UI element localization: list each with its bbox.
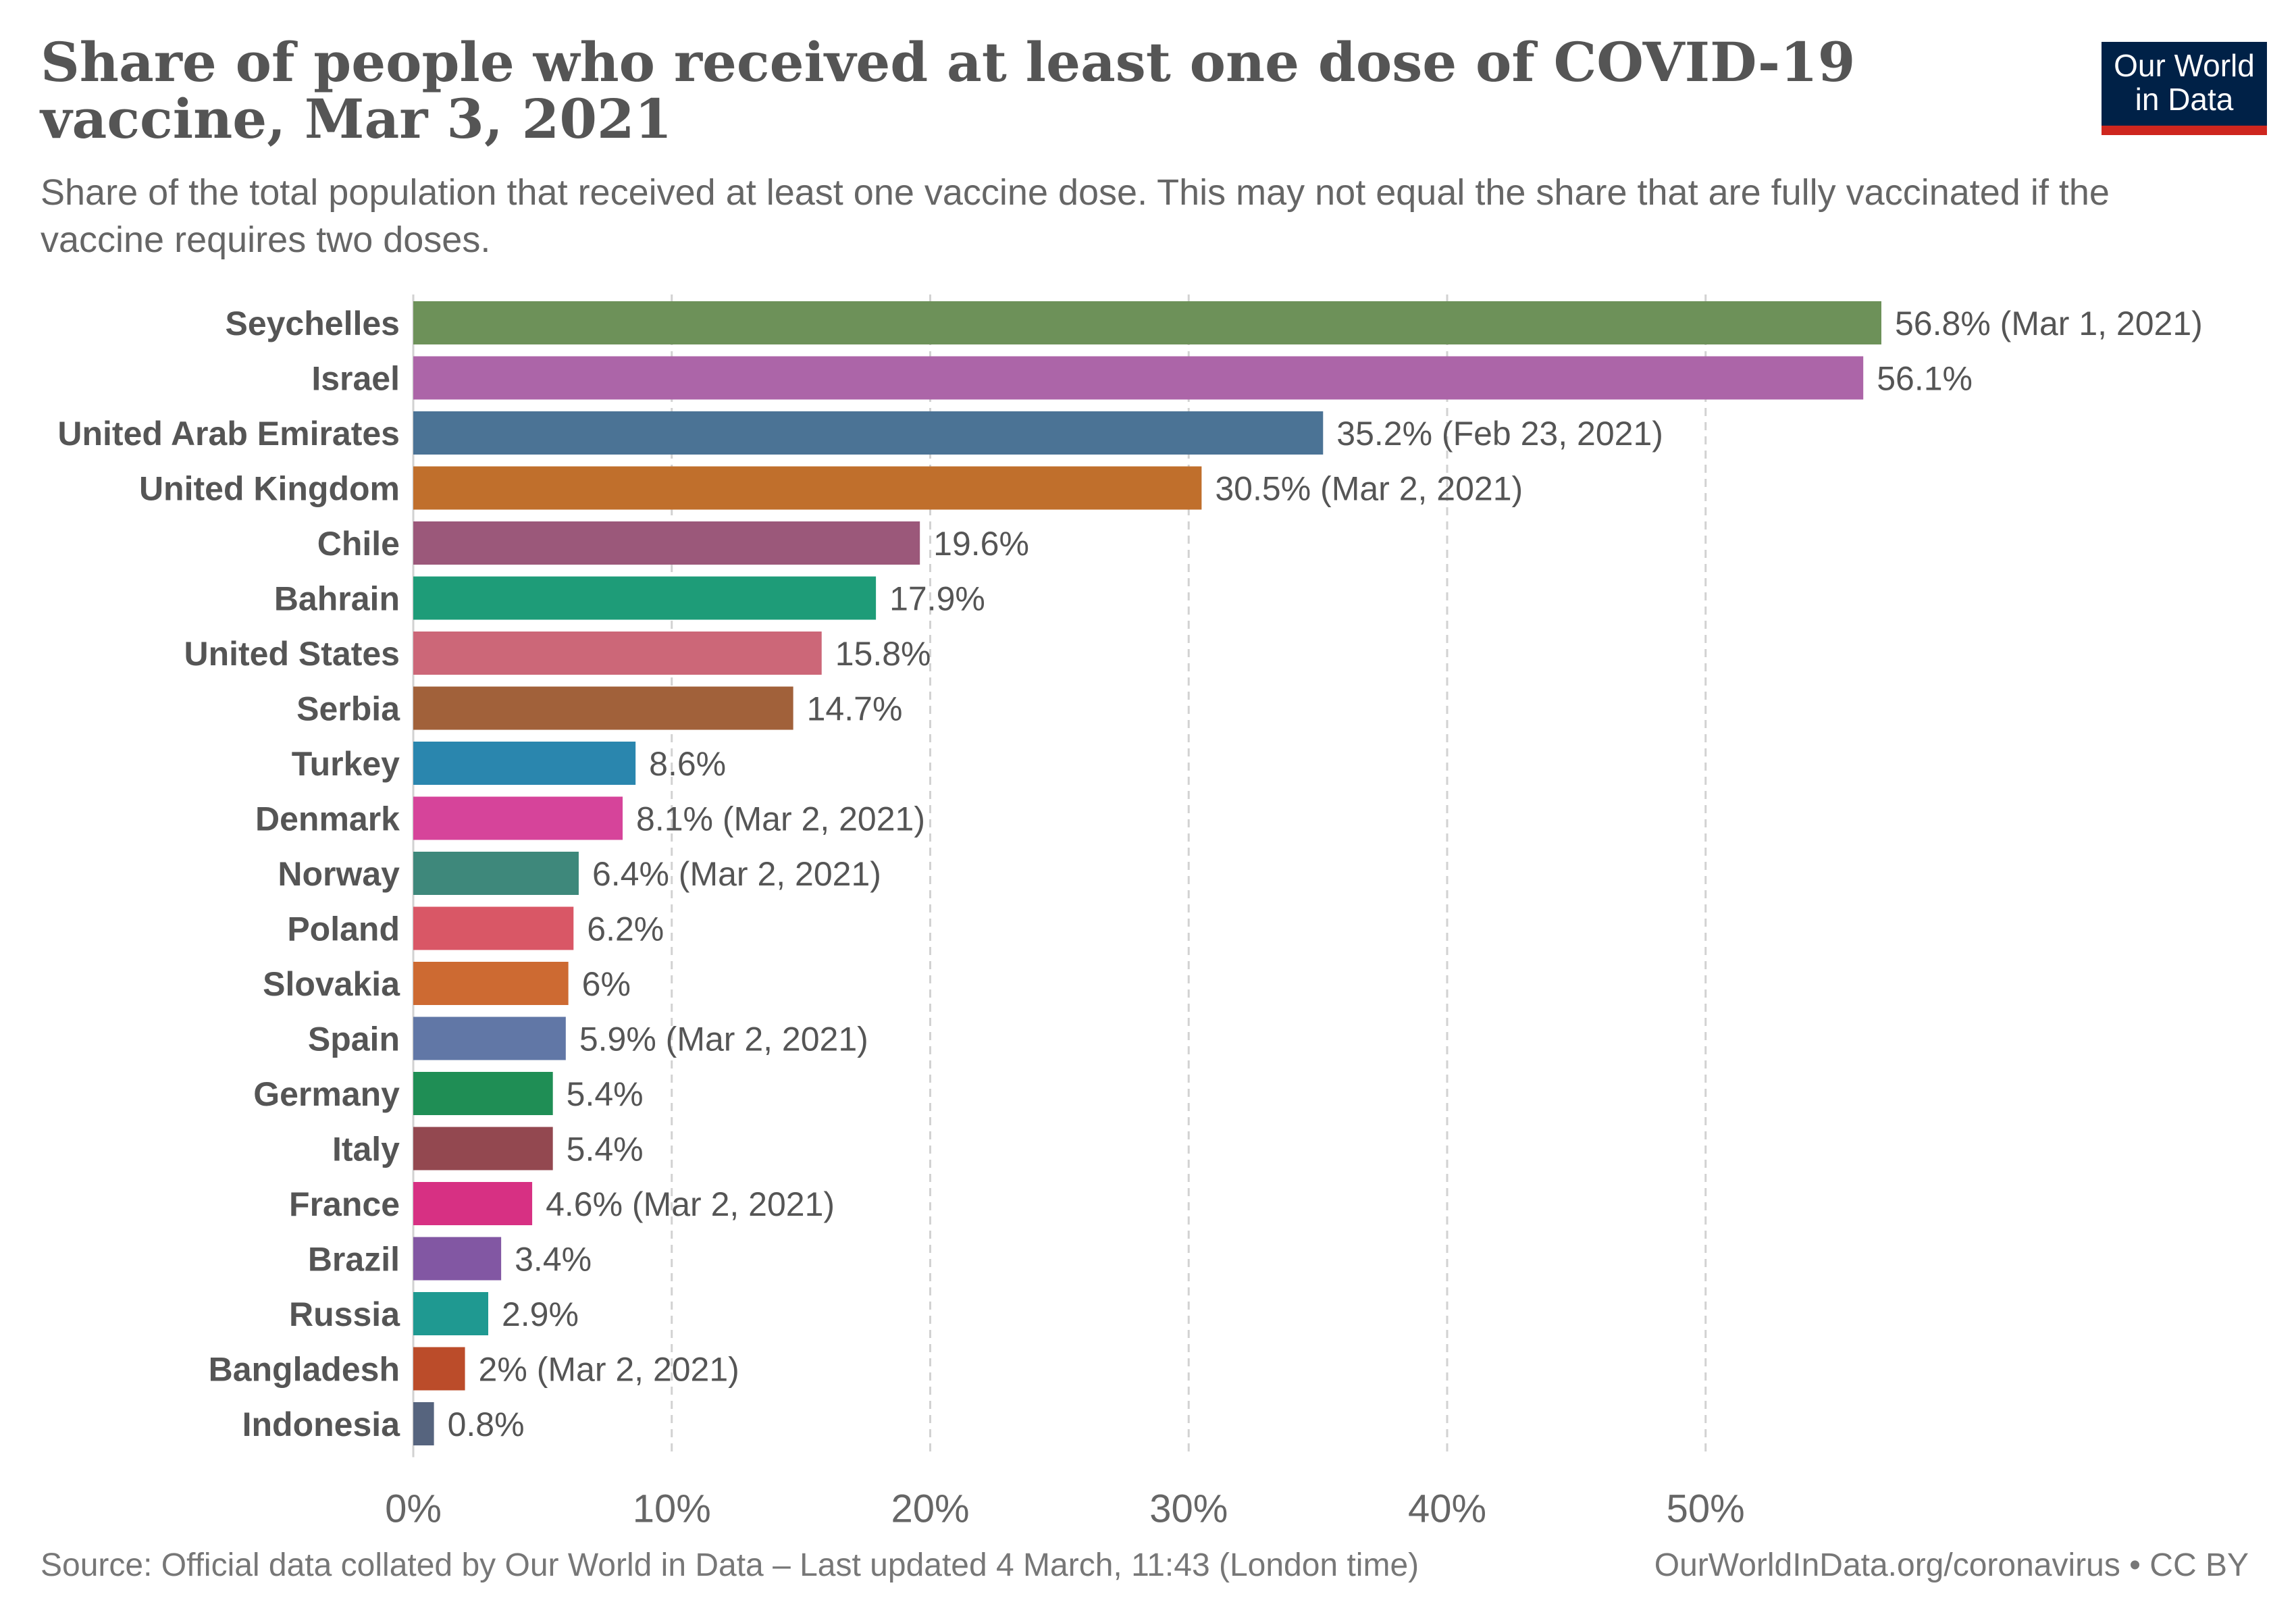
value-label: 3.4% bbox=[515, 1241, 592, 1279]
category-label: Indonesia bbox=[242, 1406, 401, 1443]
x-tick-label: 50% bbox=[1667, 1487, 1745, 1531]
value-label: 5.9% (Mar 2, 2021) bbox=[579, 1021, 868, 1058]
logo-accent-bar bbox=[2102, 126, 2267, 135]
category-label: France bbox=[289, 1185, 400, 1223]
value-label: 2.9% bbox=[502, 1295, 579, 1333]
value-label: 6.2% bbox=[587, 910, 664, 948]
bar[interactable] bbox=[413, 1237, 502, 1281]
category-label: Poland bbox=[287, 910, 400, 948]
value-label: 8.1% (Mar 2, 2021) bbox=[636, 800, 925, 838]
value-label: 5.4% bbox=[567, 1131, 644, 1168]
category-label: Israel bbox=[311, 360, 400, 398]
owid-logo[interactable]: Our World in Data bbox=[2102, 42, 2267, 135]
bar[interactable] bbox=[413, 466, 1202, 510]
bar[interactable] bbox=[413, 632, 822, 675]
value-label: 6.4% (Mar 2, 2021) bbox=[592, 855, 881, 893]
bar[interactable] bbox=[413, 742, 636, 785]
bar[interactable] bbox=[413, 301, 1881, 344]
bar[interactable] bbox=[413, 1017, 566, 1060]
value-label: 0.8% bbox=[448, 1406, 525, 1443]
bar[interactable] bbox=[413, 1127, 553, 1170]
bar[interactable] bbox=[413, 796, 623, 840]
category-label: Italy bbox=[332, 1131, 400, 1168]
bar[interactable] bbox=[413, 906, 574, 950]
category-label: Brazil bbox=[308, 1241, 400, 1279]
chart-title: Share of people who received at least on… bbox=[41, 30, 1856, 151]
category-label: United States bbox=[184, 635, 400, 673]
category-label: Bangladesh bbox=[209, 1351, 400, 1389]
value-label: 4.6% (Mar 2, 2021) bbox=[546, 1185, 835, 1223]
bars bbox=[413, 301, 1881, 1445]
value-label: 19.6% bbox=[933, 525, 1029, 563]
x-axis-ticks: 0% 10% 20% 30% 40% 50% bbox=[385, 1487, 1745, 1531]
category-label: Norway bbox=[278, 855, 400, 893]
value-label: 6% bbox=[582, 965, 631, 1003]
bar[interactable] bbox=[413, 1292, 488, 1335]
category-label: Spain bbox=[308, 1021, 400, 1058]
value-label: 15.8% bbox=[835, 635, 931, 673]
logo-line-2: in Data bbox=[2135, 82, 2234, 117]
category-labels: Seychelles Israel United Arab Emirates Unit… bbox=[57, 305, 400, 1443]
bar[interactable] bbox=[413, 356, 1864, 400]
x-tick-label: 10% bbox=[633, 1487, 711, 1531]
value-label: 17.9% bbox=[889, 580, 985, 618]
x-tick-label: 0% bbox=[385, 1487, 442, 1531]
bar[interactable] bbox=[413, 576, 877, 620]
value-label: 8.6% bbox=[649, 745, 726, 783]
category-label: Turkey bbox=[292, 745, 400, 783]
x-tick-label: 20% bbox=[891, 1487, 969, 1531]
category-label: Germany bbox=[253, 1075, 400, 1113]
category-label: United Arab Emirates bbox=[57, 415, 400, 453]
value-labels: 56.8% (Mar 1, 2021) 56.1% 35.2% (Feb 23, 2… bbox=[448, 305, 2203, 1443]
category-label: Serbia bbox=[296, 690, 400, 728]
category-label: Chile bbox=[317, 525, 400, 563]
bar[interactable] bbox=[413, 962, 569, 1005]
source-note: Source: Official data collated by Our Wo… bbox=[41, 1547, 1419, 1583]
x-tick-label: 40% bbox=[1408, 1487, 1486, 1531]
bar[interactable] bbox=[413, 521, 920, 565]
category-label: United Kingdom bbox=[139, 470, 400, 508]
bar[interactable] bbox=[413, 1182, 533, 1225]
category-label: Seychelles bbox=[225, 305, 400, 342]
x-tick-label: 30% bbox=[1149, 1487, 1228, 1531]
value-label: 56.1% bbox=[1877, 360, 1973, 398]
bar[interactable] bbox=[413, 686, 793, 730]
value-label: 30.5% (Mar 2, 2021) bbox=[1215, 470, 1523, 508]
bar[interactable] bbox=[413, 852, 579, 895]
category-label: Denmark bbox=[255, 800, 400, 838]
chart-subtitle: Share of the total population that recei… bbox=[41, 172, 2110, 260]
value-label: 14.7% bbox=[807, 690, 903, 728]
value-label: 35.2% (Feb 23, 2021) bbox=[1336, 415, 1663, 453]
category-label: Russia bbox=[289, 1295, 400, 1333]
category-label: Slovakia bbox=[263, 965, 400, 1003]
license-link[interactable]: OurWorldInData.org/coronavirus • CC BY bbox=[1654, 1547, 2249, 1583]
value-label: 5.4% bbox=[567, 1075, 644, 1113]
category-label: Bahrain bbox=[274, 580, 400, 618]
value-label: 56.8% (Mar 1, 2021) bbox=[1895, 305, 2203, 342]
bar[interactable] bbox=[413, 1347, 465, 1391]
logo-line-1: Our World bbox=[2114, 48, 2255, 83]
bar[interactable] bbox=[413, 1072, 553, 1115]
bar[interactable] bbox=[413, 1402, 434, 1445]
value-label: 2% (Mar 2, 2021) bbox=[479, 1351, 739, 1389]
bar[interactable] bbox=[413, 411, 1324, 455]
